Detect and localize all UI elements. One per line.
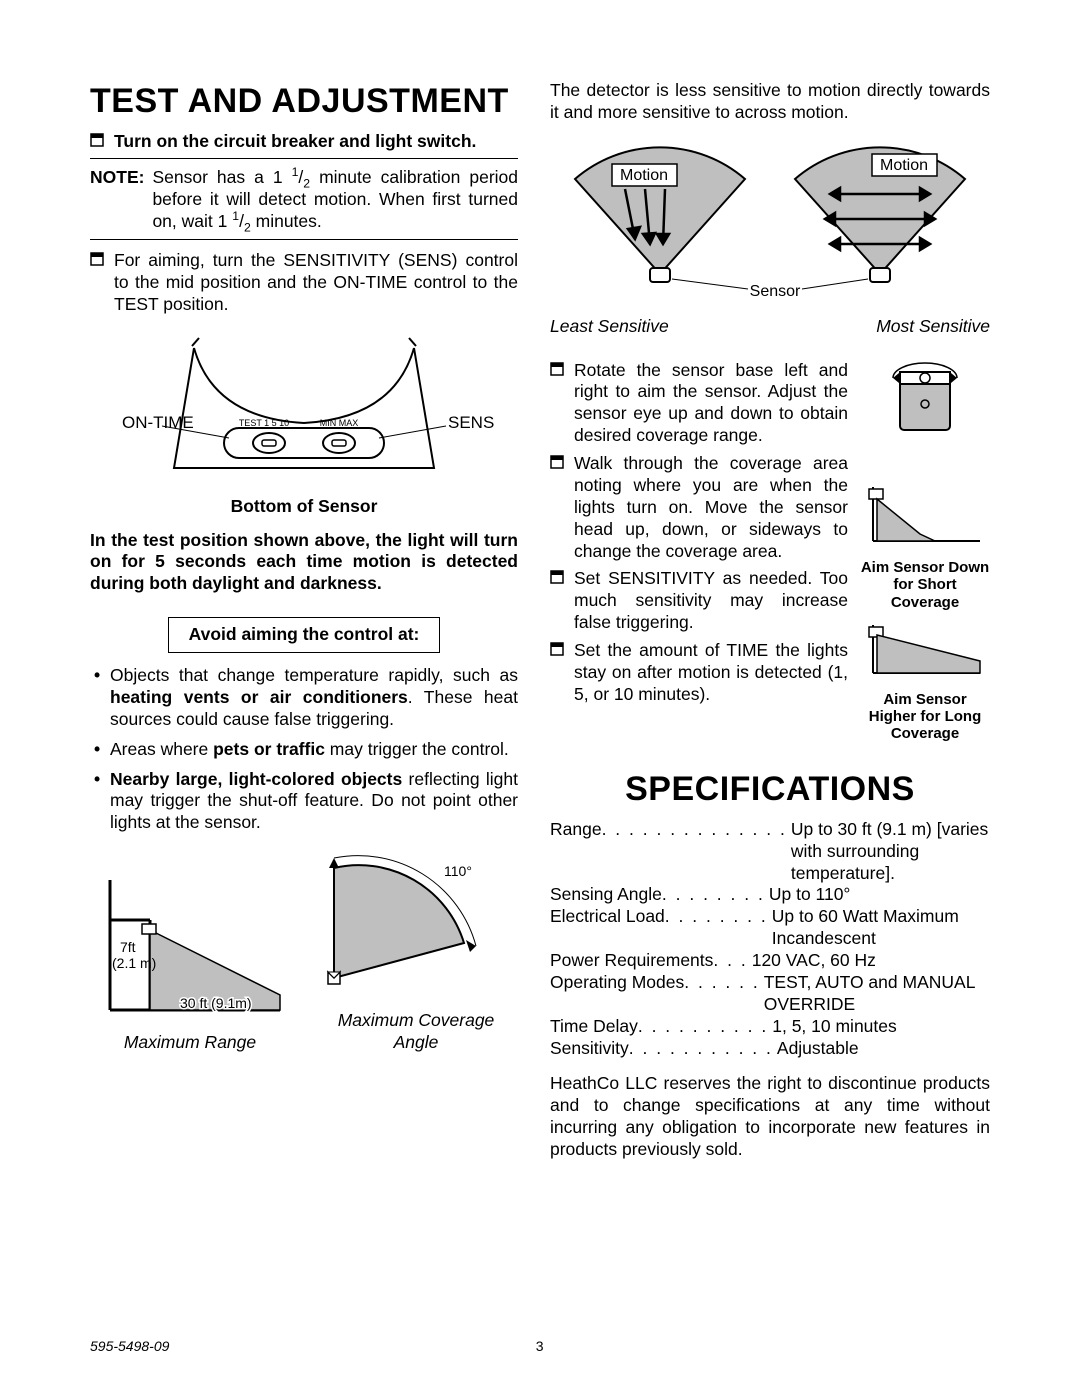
svg-text:7ft: 7ft [120,939,136,955]
aim-down-caption: Aim Sensor Down for Short Coverage [860,559,990,611]
cap-least-sensitive: Least Sensitive [550,316,669,338]
divider [90,158,518,159]
step-rotate: Rotate the sensor base left and right to… [550,360,848,448]
step-time: Set the amount of TIME the lights stay o… [550,640,848,706]
document-number: 595-5498-09 [90,1338,169,1356]
checkbox-icon [550,570,564,584]
svg-text:Sensor: Sensor [750,283,801,300]
spec-row: Electrical Load. . . . . . . .Up to 60 W… [550,906,990,950]
page-number: 3 [536,1338,544,1356]
checkbox-icon [550,642,564,656]
left-column: TEST AND ADJUSTMENT Turn on the circuit … [90,80,518,1161]
spec-row: Operating Modes. . . . . .TEST, AUTO and… [550,972,990,1016]
svg-text:30 ft (9.1m): 30 ft (9.1m) [180,995,252,1011]
svg-text:Motion: Motion [880,157,928,174]
right-column: The detector is less sensitive to motion… [550,80,990,1161]
svg-text:Motion: Motion [620,167,668,184]
spec-row: Sensing Angle . . . . . . . .Up to 110° [550,884,990,906]
figure-range-coverage: 7ft (2.1 m) 30 ft (9.1m) Maximum Range 1… [90,848,518,1054]
divider [90,239,518,240]
svg-text:110°: 110° [444,863,472,879]
list-item: Nearby large, light-colored objects refl… [110,769,518,835]
cap-most-sensitive: Most Sensitive [876,316,990,338]
spec-row: Power Requirements . . .120 VAC, 60 Hz [550,950,990,972]
step-aiming: For aiming, turn the SENSITIVITY (SENS) … [90,250,518,316]
checkbox-icon [90,133,104,147]
disclaimer: HeathCo LLC reserves the right to discon… [550,1073,990,1161]
figure-bottom-of-sensor: TEST 1 5 10 MIN MAX ON-TIME SENS Bottom … [90,328,518,518]
aim-up-icon [865,621,985,681]
aim-down-icon [865,479,985,549]
dial-markings: TEST 1 5 10 [239,418,289,428]
intro-para: The detector is less sensitive to motion… [550,80,990,124]
step-sensitivity: Set SENSITIVITY as needed. Too much sens… [550,568,848,634]
svg-text:ON-TIME: ON-TIME [122,413,194,432]
checkbox-icon [550,455,564,469]
step-turn-on: Turn on the circuit breaker and light sw… [90,131,518,153]
checkbox-icon [90,252,104,266]
spec-table: Range . . . . . . . . . . . . . .Up to 3… [550,819,990,1060]
list-item: Objects that change temperature rapidly,… [110,665,518,731]
heading-test-adjustment: TEST AND ADJUSTMENT [90,80,518,123]
spec-row: Sensitivity . . . . . . . . . . .Adjusta… [550,1038,990,1060]
heading-specifications: SPECIFICATIONS [550,768,990,811]
checkbox-icon [550,362,564,376]
svg-text:MIN MAX: MIN MAX [320,418,359,428]
step-walk: Walk through the coverage area noting wh… [550,453,848,562]
figure-caption: Bottom of Sensor [90,496,518,518]
figure-motion-sensitivity: Motion Motion Senso [550,134,990,338]
test-position-note: In the test position shown above, the li… [90,530,518,596]
page-footer: 595-5498-09 3 [90,1338,990,1356]
svg-text:(2.1 m): (2.1 m) [112,955,156,971]
avoid-list: Objects that change temperature rapidly,… [90,665,518,834]
note: NOTE: Sensor has a 1 1/2 minute calibrat… [90,167,518,233]
sensor-top-icon [865,354,985,444]
svg-text:SENS: SENS [448,413,494,432]
spec-row: Range . . . . . . . . . . . . . .Up to 3… [550,819,990,885]
aim-up-caption: Aim Sensor Higher for Long Coverage [860,691,990,743]
spec-row: Time Delay . . . . . . . . . .1, 5, 10 m… [550,1016,990,1038]
list-item: Areas where pets or traffic may trigger … [110,739,518,761]
avoid-box: Avoid aiming the control at: [90,605,518,665]
